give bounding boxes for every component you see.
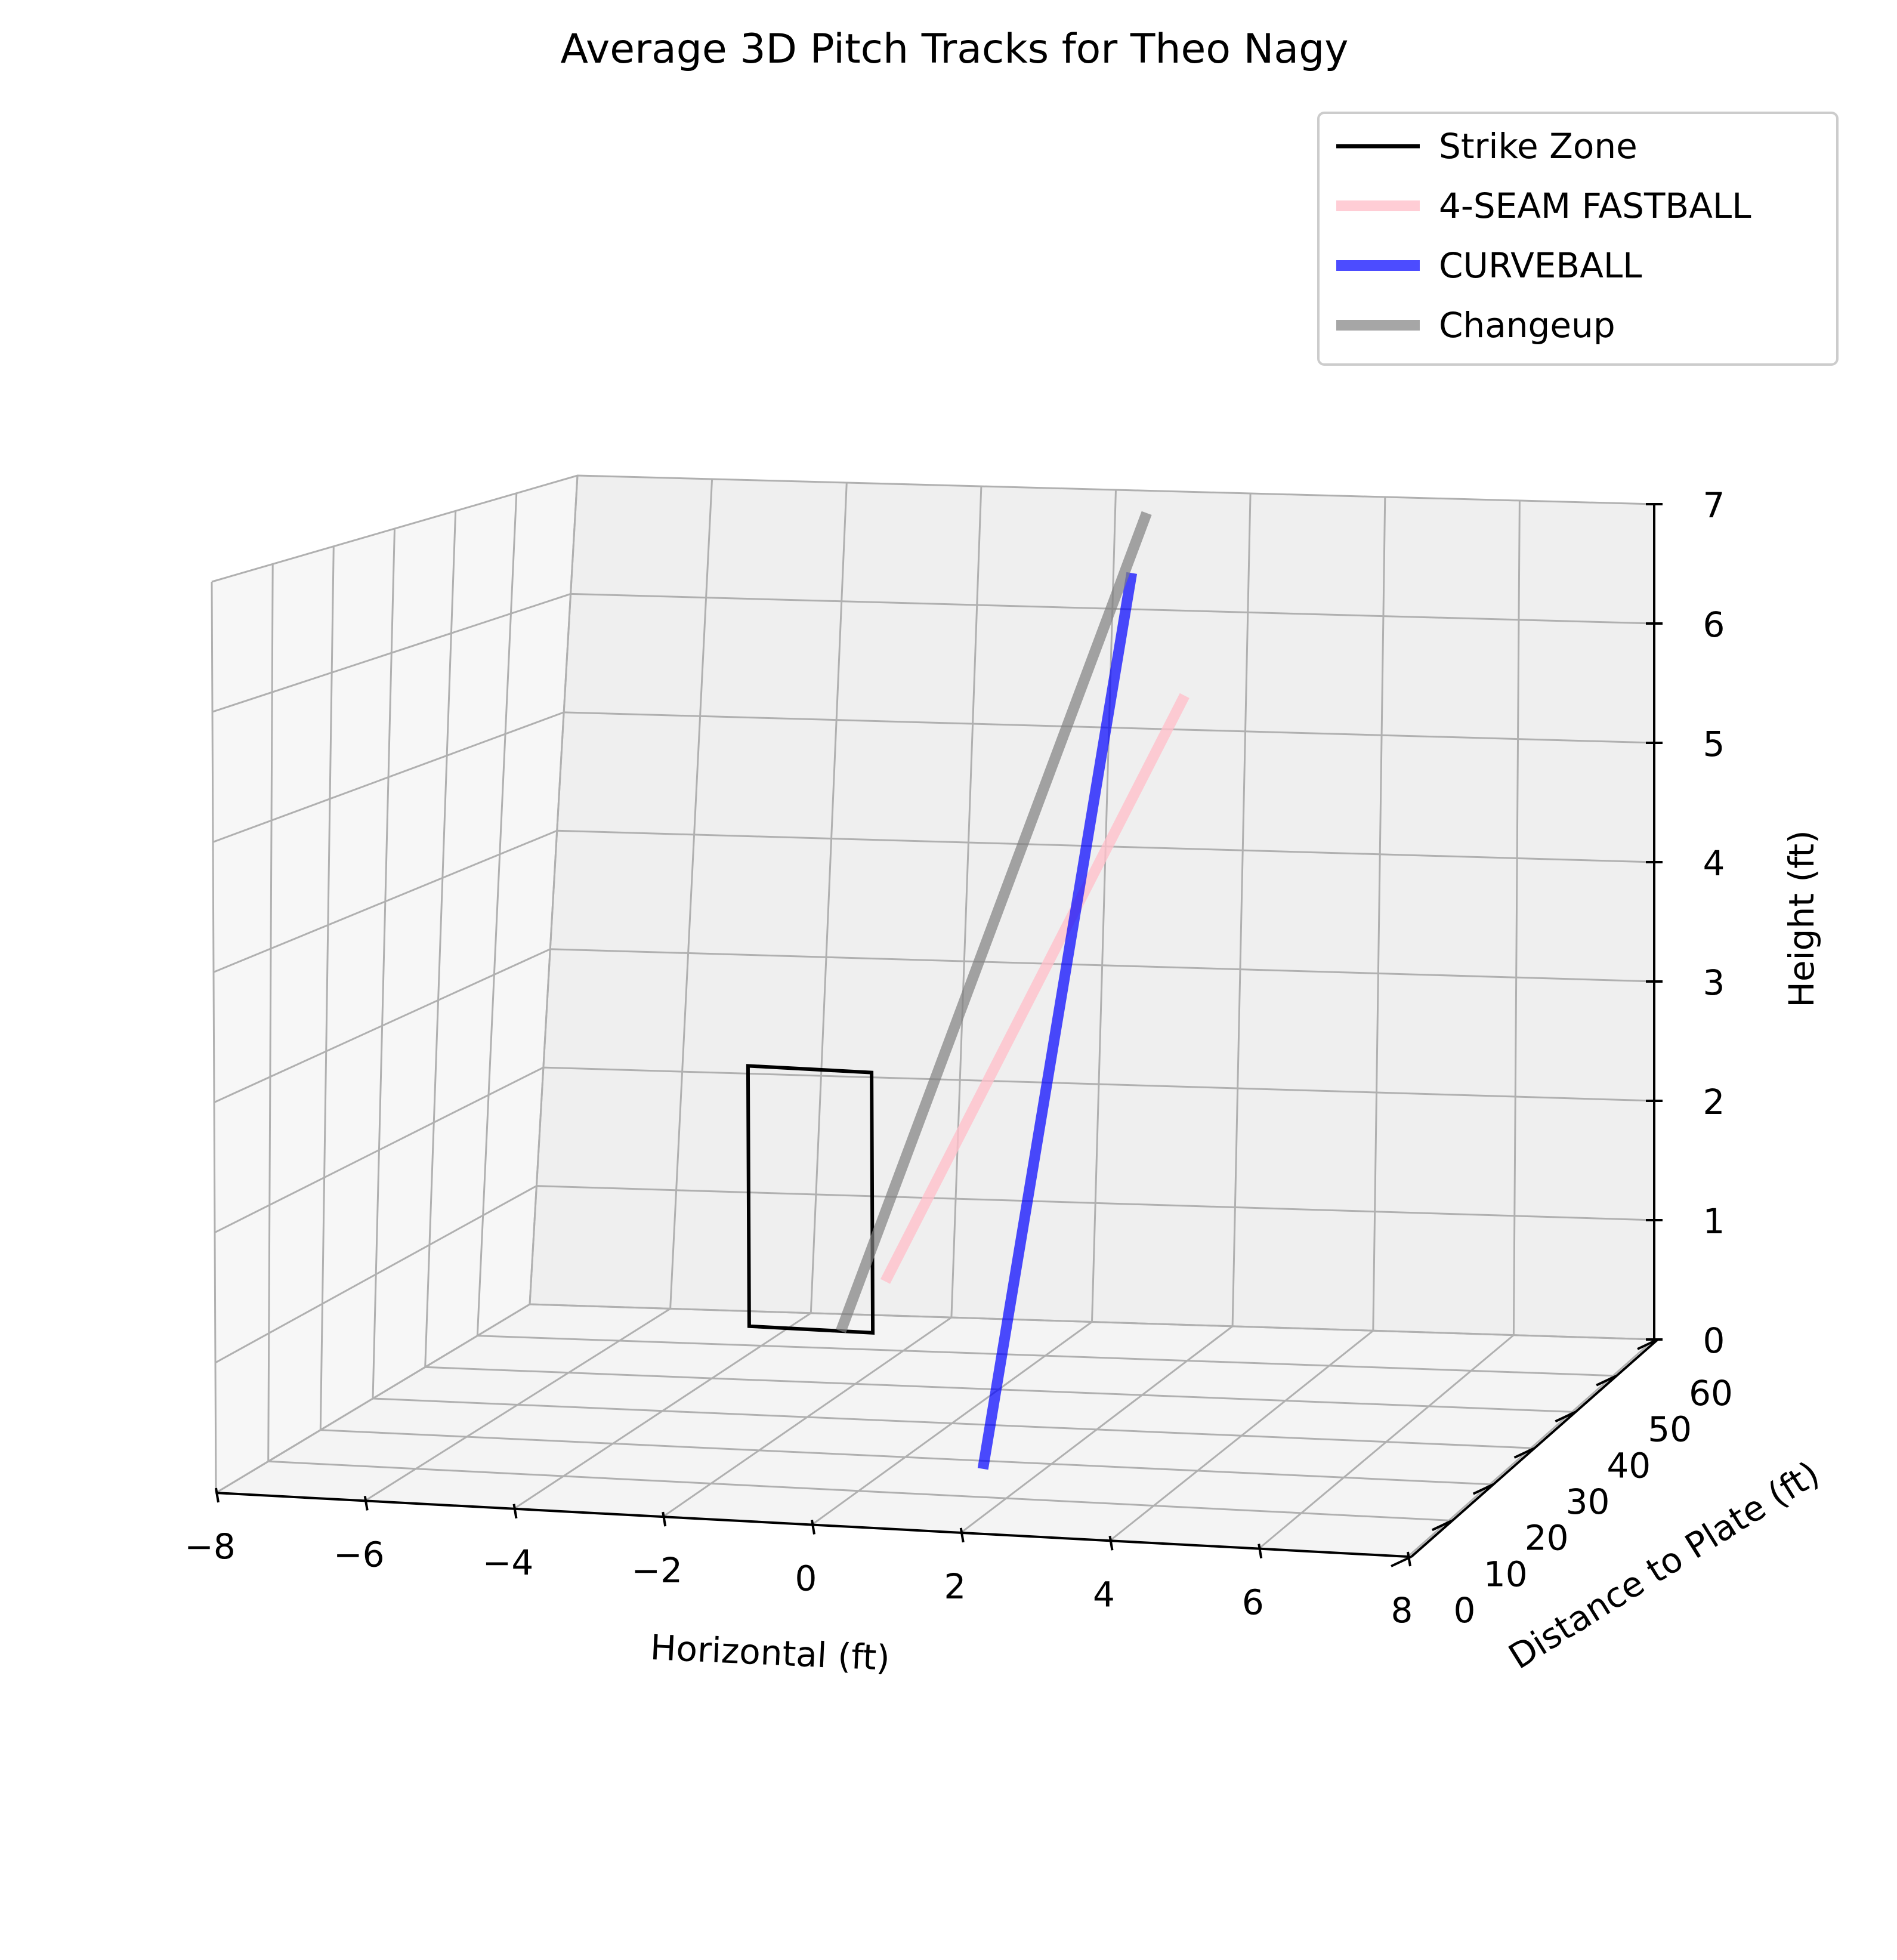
strike-zone-group xyxy=(746,1064,875,1335)
strike-zone-rect xyxy=(746,1064,875,1335)
x-tick-mark xyxy=(215,1487,220,1503)
y-tick-label: 30 xyxy=(1566,1481,1610,1522)
y-tick-mark xyxy=(1555,1410,1577,1423)
z-tick-label: 7 xyxy=(1703,485,1725,526)
z-tick-label: 1 xyxy=(1703,1201,1725,1242)
pitch-track-changeup xyxy=(836,511,1152,1334)
z-tick-label: 4 xyxy=(1703,843,1725,884)
legend: Strike Zone 4-SEAM FASTBALL CURVEBALL Chang… xyxy=(1317,112,1839,366)
x-tick-label: 4 xyxy=(1093,1574,1115,1615)
x-tick-mark xyxy=(1108,1535,1114,1551)
x-tick-label: −2 xyxy=(632,1550,683,1591)
x-tick-label: 6 xyxy=(1242,1582,1264,1623)
y-tick-label: 40 xyxy=(1606,1445,1651,1486)
x-tick-mark xyxy=(662,1511,667,1527)
pitch-tracks xyxy=(836,511,1190,1470)
x-tick-mark xyxy=(959,1527,965,1543)
x-tick-label: 0 xyxy=(795,1558,817,1599)
grid-line-z xyxy=(213,829,1655,973)
x-tick-mark xyxy=(363,1496,369,1511)
x-tick-mark xyxy=(811,1520,815,1535)
grid-line-z xyxy=(215,1303,1655,1494)
z-tick-label: 3 xyxy=(1703,962,1725,1003)
z-tick-label: 0 xyxy=(1703,1320,1725,1361)
x-tick-label: 2 xyxy=(944,1566,966,1607)
legend-label: Changeup xyxy=(1439,305,1615,345)
y-tick-mark xyxy=(1513,1447,1535,1459)
y-axis-label: Distance to Plate (ft) xyxy=(1501,1453,1827,1677)
grid-line-z xyxy=(215,1185,1655,1364)
legend-label: CURVEBALL xyxy=(1439,245,1642,286)
grid-line-z xyxy=(211,474,1655,583)
y-tick-mark xyxy=(1596,1374,1618,1387)
x-tick-label: −6 xyxy=(333,1534,385,1575)
side-pane xyxy=(212,476,577,1493)
x-tick-label: −4 xyxy=(483,1542,534,1583)
back-pane xyxy=(530,476,1654,1339)
y-tick-mark xyxy=(1637,1338,1658,1350)
x-axis-label: Horizontal (ft) xyxy=(650,1627,891,1678)
legend-frame xyxy=(1317,112,1839,366)
y-tick-label: 10 xyxy=(1484,1554,1528,1594)
grid-line-z xyxy=(212,711,1655,843)
y-tick-label: 60 xyxy=(1689,1373,1733,1413)
y-tick-label: 20 xyxy=(1525,1518,1569,1558)
axis-panes xyxy=(212,476,1654,1557)
x-tick-mark xyxy=(512,1504,518,1519)
grid-line-z xyxy=(212,592,1655,713)
y-tick-mark xyxy=(1431,1519,1453,1532)
x-tick-label: 8 xyxy=(1391,1590,1413,1631)
x-tick-mark xyxy=(1258,1544,1263,1558)
legend-label: 4-SEAM FASTBALL xyxy=(1439,186,1751,226)
chart-title: Average 3D Pitch Tracks for Theo Nagy xyxy=(561,26,1349,73)
y-tick-label: 0 xyxy=(1454,1590,1476,1631)
z-axis-label: Height (ft) xyxy=(1781,830,1822,1008)
y-tick-mark xyxy=(1391,1555,1412,1567)
z-tick-label: 5 xyxy=(1703,724,1725,764)
pitch-track-4-seam-fastball xyxy=(880,693,1190,1284)
y-tick-label: 50 xyxy=(1648,1409,1692,1450)
z-tick-label: 6 xyxy=(1703,604,1725,645)
grid-line-z xyxy=(214,1066,1655,1234)
z-tick-label: 2 xyxy=(1703,1082,1725,1122)
legend-label: Strike Zone xyxy=(1439,126,1638,166)
grid-line-z xyxy=(214,948,1655,1103)
y-tick-mark xyxy=(1472,1483,1494,1495)
pitch-track-curveball xyxy=(977,572,1138,1470)
x-tick-label: −8 xyxy=(184,1526,236,1567)
